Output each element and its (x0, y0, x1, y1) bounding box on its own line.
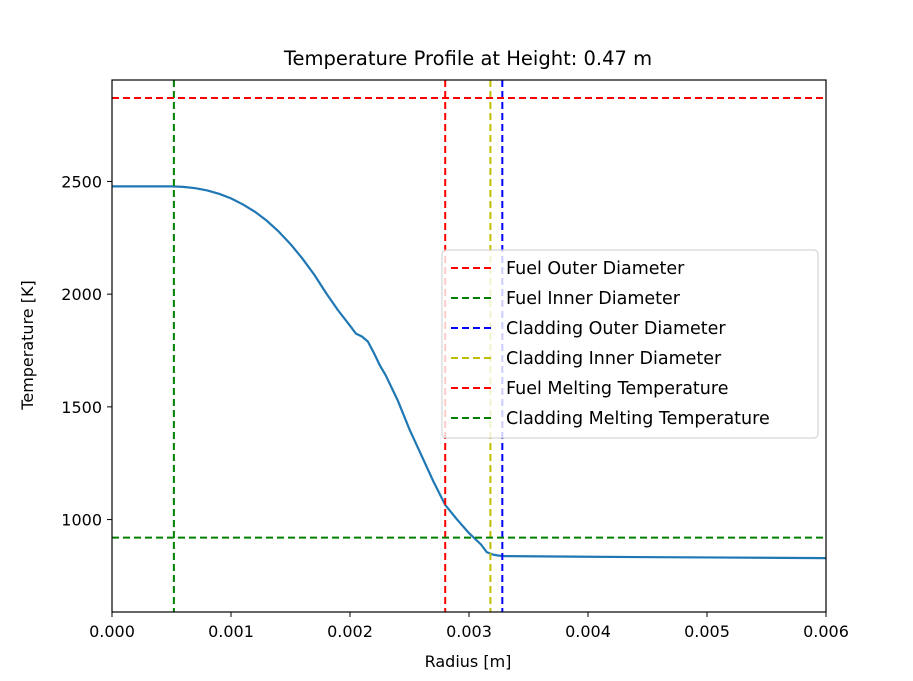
legend: Fuel Outer Diameter Fuel Inner Diameter Cl… (441, 249, 819, 439)
legend-label: Fuel Outer Diameter (506, 259, 685, 279)
temperature-profile-line (112, 185, 826, 560)
chart-title: Temperature Profile at Height: 0.47 m (283, 47, 652, 70)
y-tick-label: 1000 (61, 511, 102, 530)
x-tick-label: 0.005 (684, 622, 730, 641)
y-tick-label: 2000 (61, 285, 102, 304)
legend-label: Fuel Melting Temperature (506, 379, 728, 399)
legend-box (441, 249, 819, 439)
x-tick-label: 0.004 (565, 622, 611, 641)
x-axis-label: Radius [m] (425, 652, 512, 671)
x-tick-label: 0.000 (89, 622, 135, 641)
y-tick-label: 2500 (61, 172, 102, 191)
x-tick-label: 0.001 (208, 622, 254, 641)
legend-label: Fuel Inner Diameter (506, 289, 681, 309)
y-tick-label: 1500 (61, 398, 102, 417)
axes: 0.000 0.001 0.002 0.003 0.004 0.005 0.006 1000 1… (61, 79, 849, 641)
legend-label: Cladding Inner Diameter (506, 349, 722, 369)
legend-label: Cladding Melting Temperature (506, 409, 770, 429)
x-tick-label: 0.002 (327, 622, 373, 641)
y-axis-label: Temperature [K] (18, 280, 37, 410)
x-tick-label: 0.003 (446, 622, 492, 641)
legend-label: Cladding Outer Diameter (506, 319, 726, 339)
x-tick-label: 0.006 (803, 622, 849, 641)
